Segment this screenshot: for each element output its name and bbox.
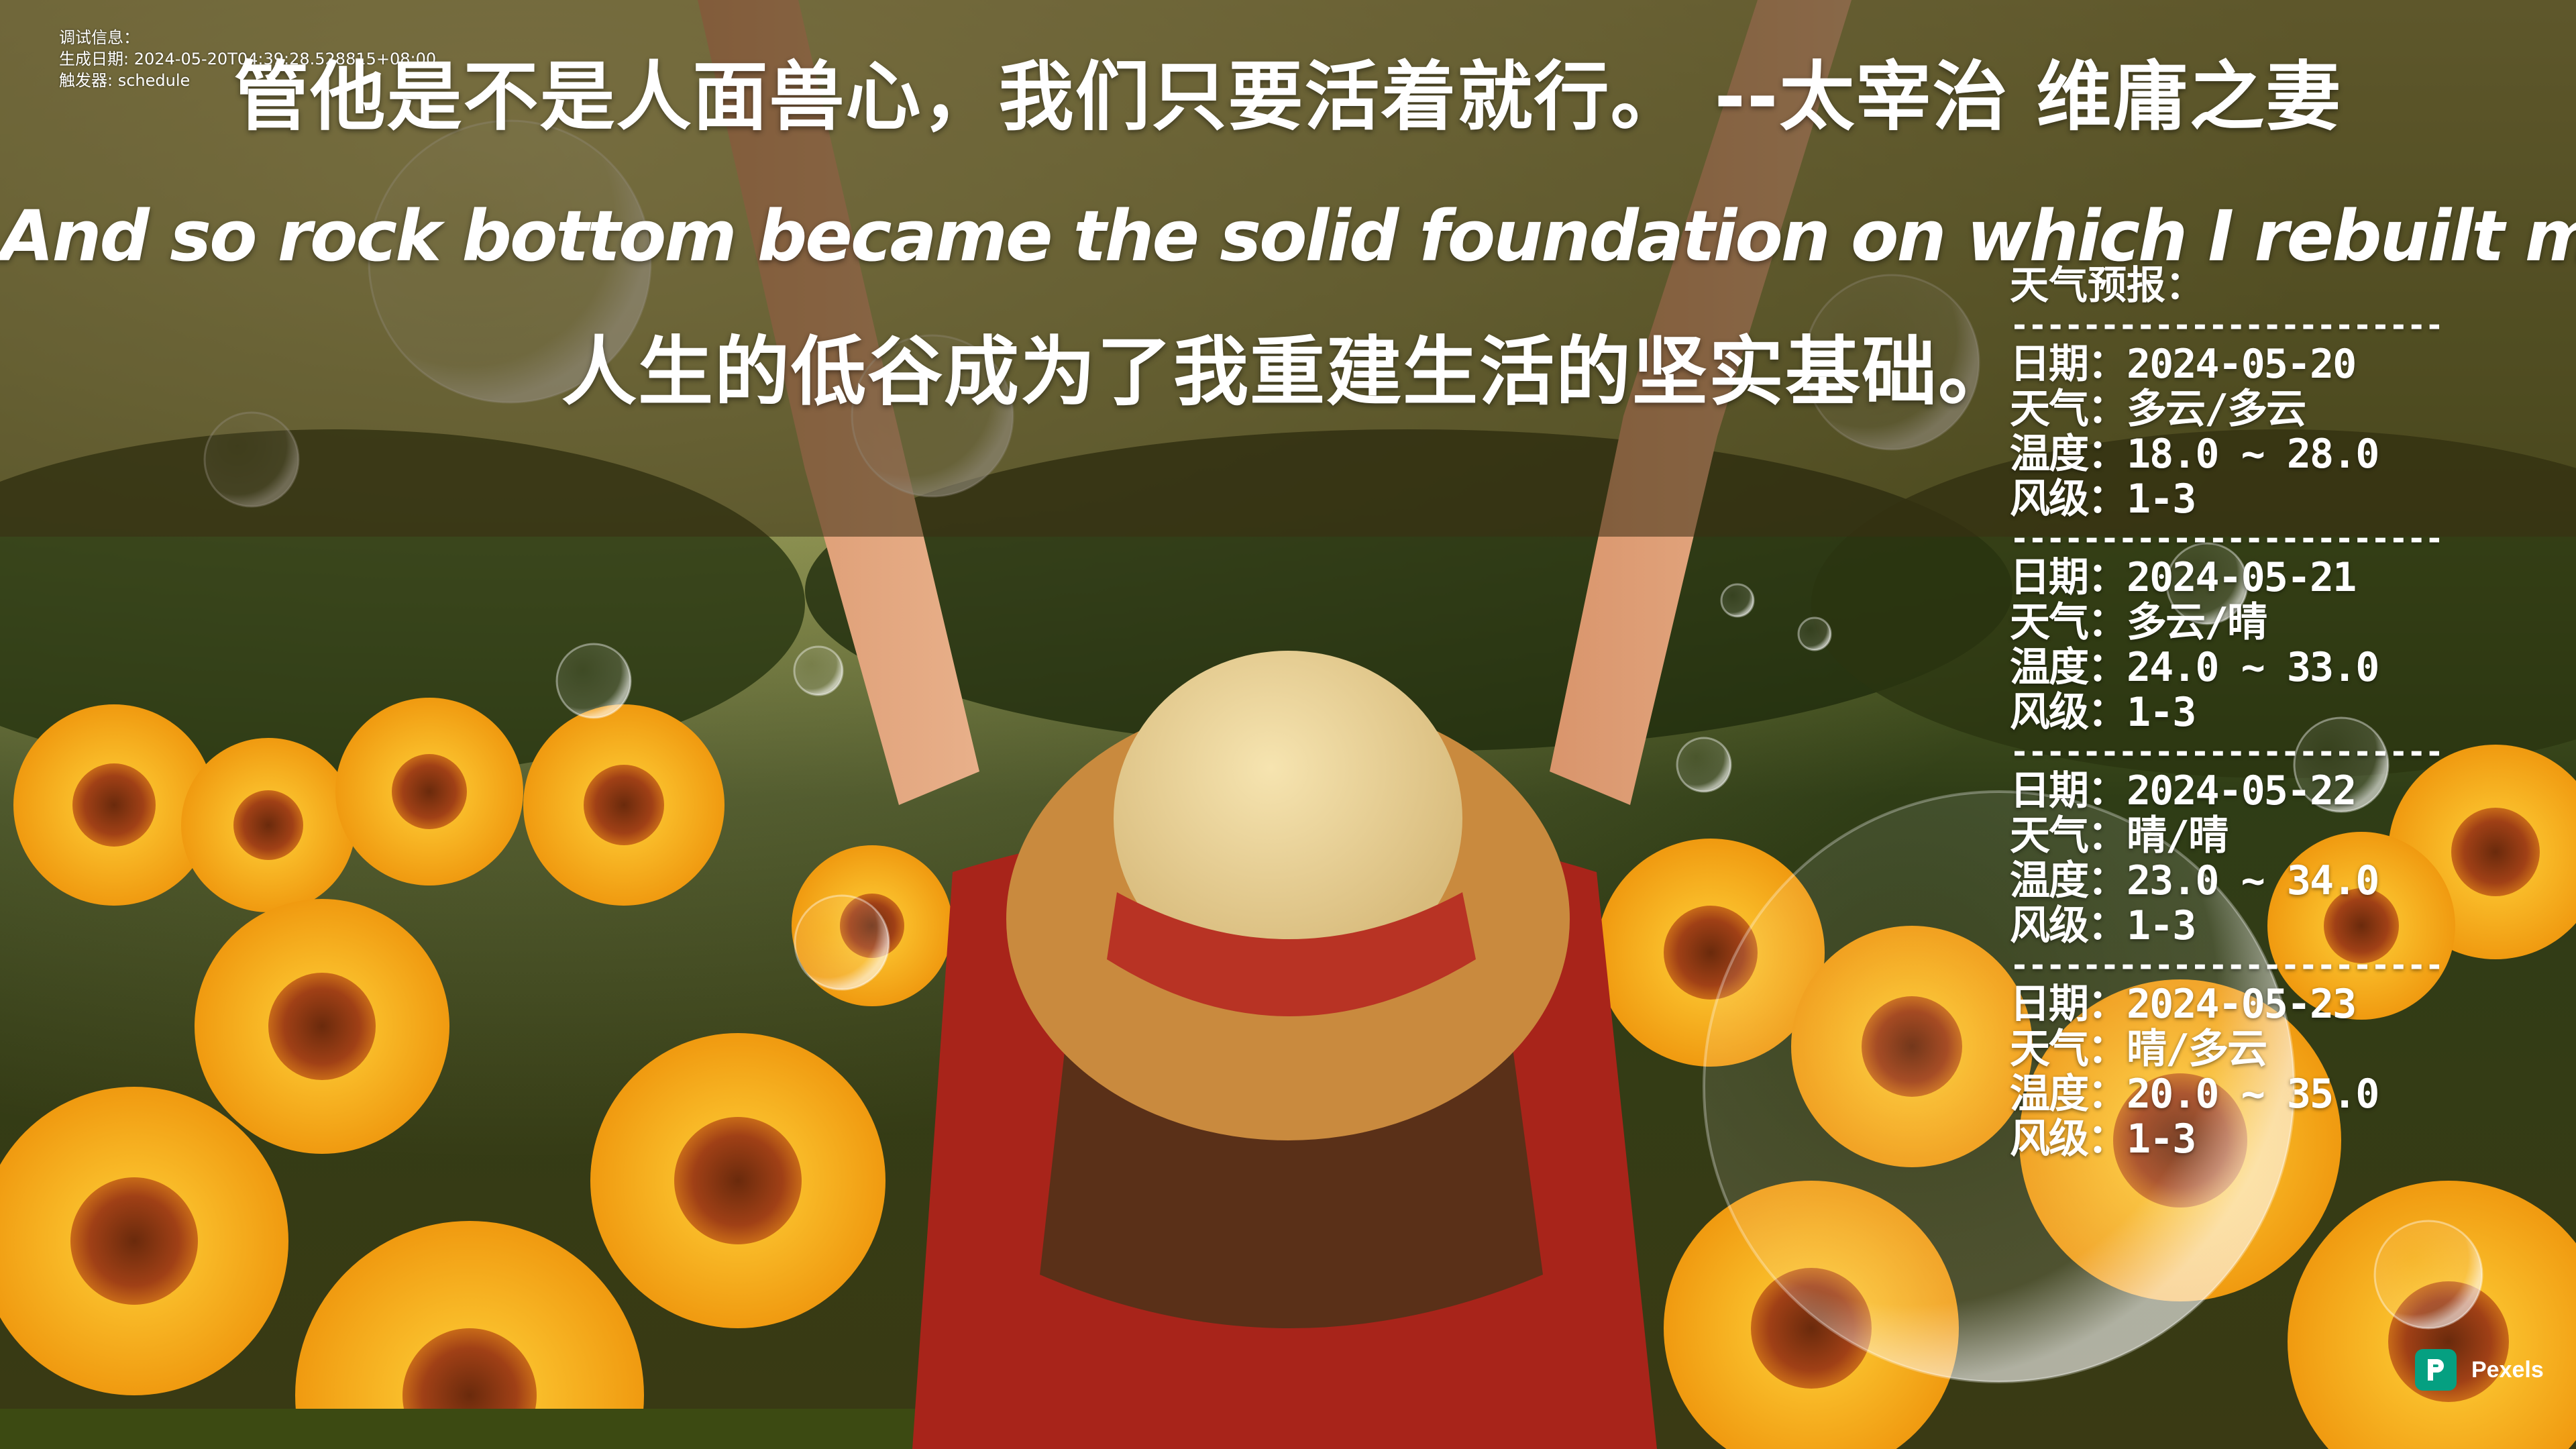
weather-separator: ------------------------------: [2010, 522, 2439, 555]
forecast-wind: 风级：1-3: [2010, 1116, 2196, 1163]
pexels-brand-label: Pexels: [2471, 1356, 2544, 1383]
forecast-date: 日期：2024-05-23: [2010, 981, 2357, 1028]
pexels-watermark: Pexels: [2415, 1348, 2544, 1391]
forecast-weather: 天气：多云/晴: [2010, 599, 2267, 646]
quote-band: [0, 0, 2576, 537]
weather-title: 天气预报：: [2010, 262, 2205, 308]
debug-trigger: 触发器: schedule: [59, 71, 191, 90]
debug-info: 调试信息： 生成日期: 2024-05-20T04:39:28.528815+0…: [59, 27, 436, 91]
forecast-day: 日期：2024-05-20 天气：多云/多云 温度：18.0 ~ 28.0 风级…: [2010, 342, 2439, 522]
forecast-date: 日期：2024-05-20: [2010, 341, 2357, 388]
forecast-wind: 风级：1-3: [2010, 689, 2196, 736]
forecast-temperature: 温度：23.0 ~ 34.0: [2010, 857, 2379, 904]
quote-english: And so rock bottom became the solid foun…: [0, 195, 2576, 277]
weather-separator: ------------------------------: [2010, 949, 2439, 982]
debug-label: 调试信息：: [59, 28, 140, 47]
forecast-wind: 风级：1-3: [2010, 902, 2196, 949]
forecast-weather: 天气：多云/多云: [2010, 386, 2306, 433]
forecast-weather: 天气：晴/多云: [2010, 1026, 2267, 1073]
woman-figure: [698, 0, 1851, 1449]
forecast-date: 日期：2024-05-22: [2010, 767, 2357, 814]
quote-chinese: 管他是不是人面兽心，我们只要活着就行。 --太宰治 维庸之妻: [233, 54, 2343, 141]
quote-translation: 人生的低谷成为了我重建生活的坚实基础。: [561, 329, 2015, 416]
debug-generated-date: 生成日期: 2024-05-20T04:39:28.528815+08:00: [59, 50, 437, 68]
weather-separator: ------------------------------: [2010, 735, 2439, 769]
pexels-logo-icon: [2415, 1349, 2457, 1391]
forecast-day: 日期：2024-05-23 天气：晴/多云 温度：20.0 ~ 35.0 风级：…: [2010, 982, 2439, 1162]
forecast-day: 日期：2024-05-21 天气：多云/晴 温度：24.0 ~ 33.0 风级：…: [2010, 555, 2439, 735]
forecast-temperature: 温度：20.0 ~ 35.0: [2010, 1071, 2379, 1118]
forecast-temperature: 温度：24.0 ~ 33.0: [2010, 644, 2379, 691]
forecast-weather: 天气：晴/晴: [2010, 812, 2229, 859]
forecast-temperature: 温度：18.0 ~ 28.0: [2010, 431, 2379, 478]
forecast-date: 日期：2024-05-21: [2010, 554, 2357, 601]
weather-separator: ------------------------------: [2010, 309, 2439, 342]
forecast-wind: 风级：1-3: [2010, 476, 2196, 523]
forecast-day: 日期：2024-05-22 天气：晴/晴 温度：23.0 ~ 34.0 风级：1…: [2010, 769, 2439, 949]
weather-forecast: 天气预报： ------------------------------ 日期：…: [2010, 262, 2439, 1162]
